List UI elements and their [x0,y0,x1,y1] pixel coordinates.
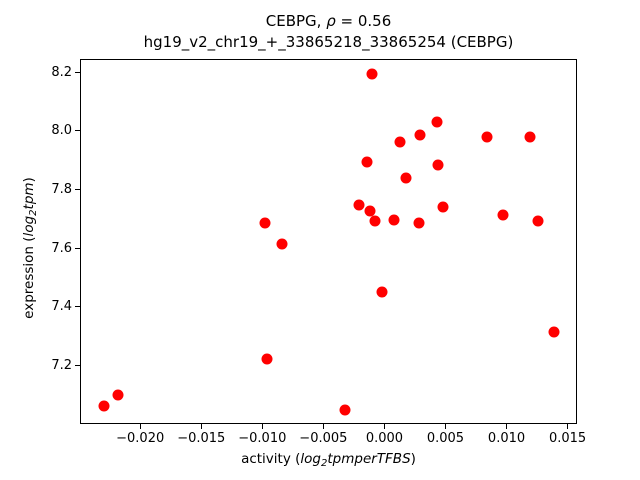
y-tick-mark [75,189,80,191]
x-axis-label-math2: tpmperTFBS [327,451,411,467]
scatter-point [431,116,443,128]
x-tick-mark [322,424,324,429]
chart-title: CEBPG, ρ = 0.56 [80,11,577,32]
y-tick-mark [75,130,80,132]
x-axis-label-text: activity ( [241,451,301,467]
scatter-point [394,136,406,148]
chart-subtitle: hg19_v2_chr19_+_33865218_33865254 (CEBPG… [143,33,514,51]
x-tick-label: −0.015 [177,431,226,446]
scatter-point [437,201,449,213]
scatter-point [261,353,273,365]
scatter-point [276,238,288,250]
y-tick-mark [75,365,80,366]
y-tick-mark [75,71,80,73]
scatter-point [366,68,378,80]
y-axis-label-math: log [21,215,37,237]
scatter-point [400,172,412,184]
title-rho-symbol: ρ [326,12,336,30]
scatter-point [532,215,544,227]
y-tick-label: 7.2 [51,358,72,373]
scatter-point [361,156,373,168]
y-tick-label: 7.4 [51,299,72,315]
scatter-point [548,326,560,338]
x-tick-label: 0.005 [426,431,465,446]
x-tick-label: 0.010 [487,431,526,446]
scatter-point [376,286,388,298]
x-axis-label-subscript: 2 [320,458,328,469]
x-tick-mark [139,424,141,429]
y-axis-label-subscript: 2 [28,209,39,216]
scatter-point [364,205,376,217]
scatter-point [98,400,110,412]
x-tick-mark [506,424,508,429]
scatter-point [339,404,351,416]
x-tick-mark [444,424,446,429]
scatter-point [497,209,509,221]
y-tick-label: 7.6 [51,240,72,256]
x-tick-mark [383,424,385,429]
scatter-point [481,131,493,143]
x-tick-label: 0.000 [365,431,404,446]
title-gene-text: CEBPG, [265,12,327,30]
x-tick-mark [567,424,569,429]
x-tick-mark [261,424,263,429]
scatter-point [413,217,425,229]
x-tick-label: 0.015 [548,431,587,446]
y-tick-label: 8.0 [51,123,72,139]
scatter-point [388,214,400,225]
scatter-point [524,131,536,143]
y-tick-label: 7.8 [51,182,72,198]
x-tick-label: −0.010 [238,431,287,446]
scatter-point [432,159,444,171]
scatter-point [112,389,124,401]
x-tick-label: −0.005 [299,431,348,446]
y-tick-label: 8.2 [51,64,72,80]
title-rho-value: = 0.56 [335,12,392,30]
y-tick-mark [75,247,80,249]
x-tick-mark [200,424,202,429]
scatter-point [259,217,271,229]
plot-area [80,59,577,424]
x-tick-label: −0.020 [116,431,165,446]
y-tick-mark [75,306,80,308]
scatter-point [369,215,381,227]
x-axis-label: activity (log2tpmperTFBS) [80,451,577,469]
x-axis-label-close: ) [410,451,416,467]
scatter-point [414,129,426,141]
scatter-point [353,199,365,211]
x-axis-label-math: log [300,451,321,467]
